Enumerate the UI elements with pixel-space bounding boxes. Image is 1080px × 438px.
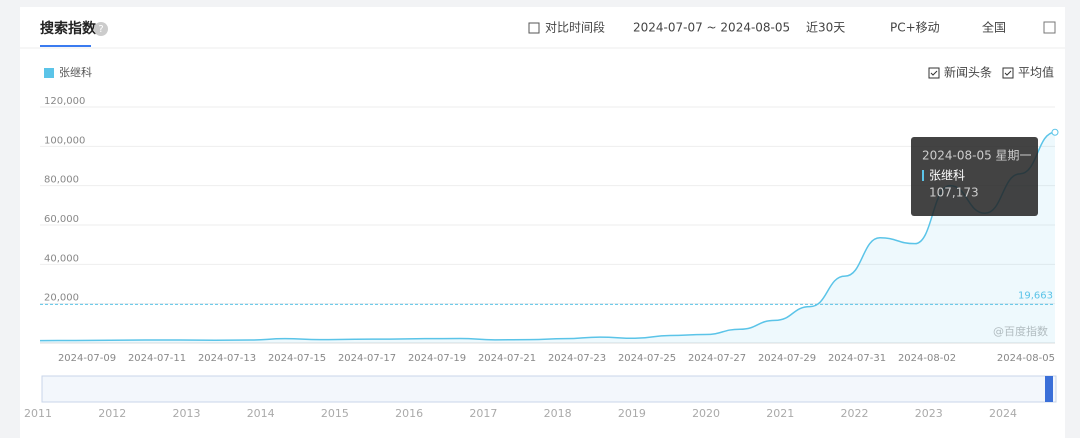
brush-handle[interactable] [1045,376,1053,402]
tooltip-date: 2024-08-05 星期一 [922,149,1032,163]
year-label: 2013 [172,407,200,420]
tooltip-series: 张继科 [929,169,965,183]
x-tick-label: 2024-07-17 [338,353,396,364]
x-tick-label: 2024-08-02 [898,353,956,364]
y-tick-label: 20,000 [44,293,79,304]
year-label: 2018 [544,407,572,420]
y-tick-label: 40,000 [44,253,79,264]
year-label: 2022 [841,407,869,420]
year-label: 2017 [469,407,497,420]
year-label: 2021 [766,407,794,420]
device[interactable]: PC+移动 [890,21,940,35]
help-icon[interactable] [94,22,108,36]
year-label: 2011 [24,407,52,420]
hover-point [1051,128,1059,136]
help-glyph: ? [98,24,103,35]
x-tick-label: 2024-07-23 [548,353,606,364]
year-label: 2015 [321,407,349,420]
y-tick-label: 120,000 [44,96,85,107]
y-tick-label: 100,000 [44,135,85,146]
date-range[interactable]: 2024-07-07 ~ 2024-08-05 [633,21,790,35]
year-label: 2016 [395,407,423,420]
x-tick-label: 2024-07-19 [408,353,466,364]
y-tick-label: 60,000 [44,214,79,225]
year-label: 2024 [989,407,1017,420]
card [20,7,1065,438]
x-tick-label: 2024-07-11 [128,353,186,364]
tooltip [911,137,1038,216]
period[interactable]: 近30天 [806,21,845,35]
x-tick-label: 2024-07-21 [478,353,536,364]
compare[interactable]: 对比时间段 [545,20,605,35]
x-tick-label: 2024-07-25 [618,353,676,364]
title: 搜索指数 [40,20,97,37]
x-tick-label: 2024-07-13 [198,353,256,364]
x-tick-label: 2024-07-27 [688,353,746,364]
year-label: 2014 [247,407,275,420]
tooltip-swatch [922,170,924,181]
brush-track[interactable] [41,375,1057,403]
tab-underline [40,45,91,47]
export-icon[interactable] [1043,21,1056,34]
tooltip-value: 107,173 [929,186,979,200]
watermark: @百度指数 [993,324,1048,338]
x-tick-label: 2024-08-05 [997,353,1055,364]
y-tick-label: 80,000 [44,175,79,186]
x-tick-label: 2024-07-29 [758,353,816,364]
legend-label[interactable]: 张继科 [59,65,92,79]
avg-toggle[interactable]: 平均值 [1018,65,1054,80]
check [1004,70,1012,76]
x-tick-label: 2024-07-09 [58,353,116,364]
checkbox[interactable] [528,22,540,34]
news-toggle[interactable]: 新闻头条 [944,65,992,80]
checkbox[interactable] [928,67,940,79]
year-label: 2020 [692,407,720,420]
check [930,70,938,76]
year-label: 2012 [98,407,126,420]
region[interactable]: 全国 [982,20,1006,35]
average-label: 19,663 [1018,290,1053,301]
legend-swatch [44,68,54,78]
year-label: 2019 [618,407,646,420]
x-tick-label: 2024-07-15 [268,353,326,364]
area [40,132,1055,343]
year-label: 2023 [915,407,943,420]
checkbox[interactable] [1002,67,1014,79]
x-tick-label: 2024-07-31 [828,353,886,364]
line [39,131,1056,342]
